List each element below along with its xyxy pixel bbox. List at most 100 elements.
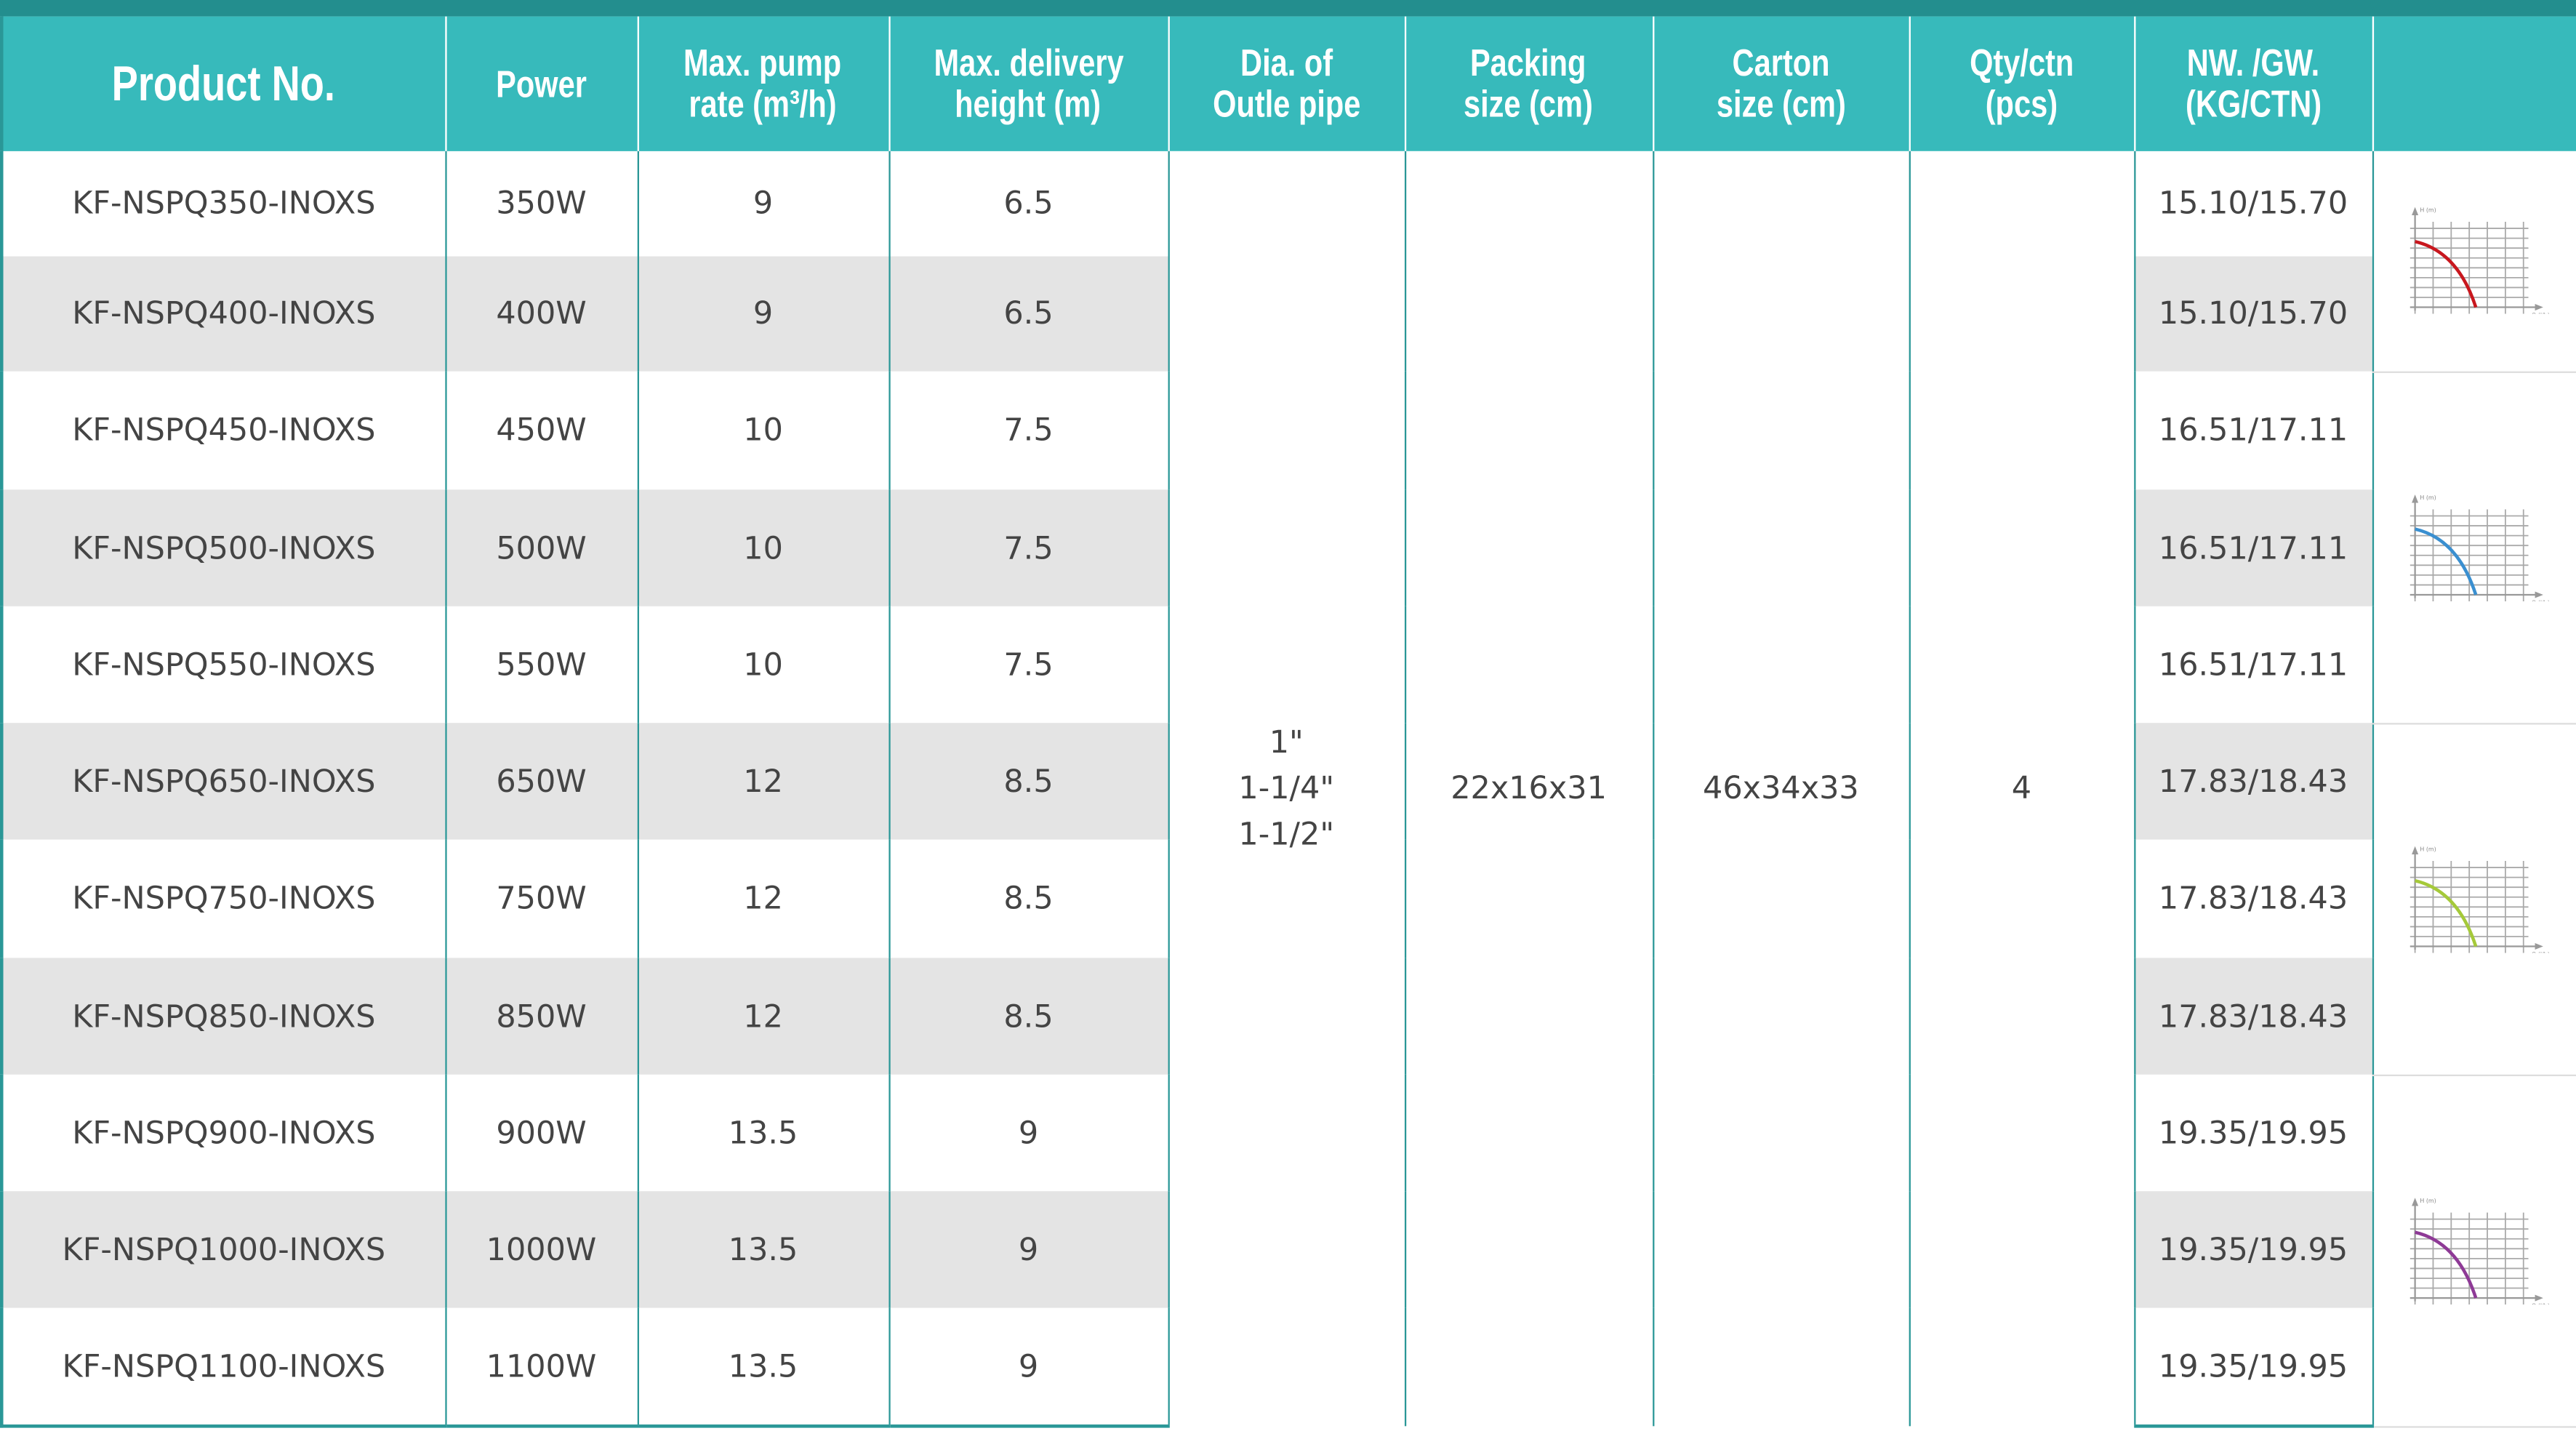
table-row: KF-NSPQ1000-INOXS 1000W 13.5 9 19.35/19.95 bbox=[0, 1191, 2576, 1308]
delivery-height-cell: 7.5 bbox=[888, 489, 1168, 606]
header-max-delivery-height: Max. delivery height (m) bbox=[888, 16, 1168, 151]
delivery-height-cell: 7.5 bbox=[888, 606, 1168, 723]
y-axis-arrow-icon bbox=[2412, 207, 2419, 216]
y-axis-arrow-icon bbox=[2412, 845, 2419, 854]
pipe-size: 1" bbox=[1269, 724, 1304, 761]
product-no-cell: KF-NSPQ500-INOXS bbox=[0, 489, 446, 606]
product-no-cell: KF-NSPQ1000-INOXS bbox=[0, 1191, 446, 1308]
product-no-cell: KF-NSPQ550-INOXS bbox=[0, 606, 446, 723]
y-axis-label: H (m) bbox=[2420, 845, 2436, 851]
header-line: height (m) bbox=[955, 81, 1102, 125]
performance-curve-chart: H (m) Q (l/h) bbox=[2410, 845, 2551, 957]
performance-curve-cell: H (m) Q (l/h) bbox=[2371, 723, 2576, 1075]
power-cell: 500W bbox=[444, 489, 638, 606]
table-row: KF-NSPQ650-INOXS 650W 12 8.5 17.83/18.43 H (m… bbox=[0, 723, 2576, 1075]
delivery-height-cell: 6.5 bbox=[888, 151, 1168, 257]
weight-cell: 16.51/17.11 bbox=[2133, 606, 2372, 723]
table-row: KF-NSPQ750-INOXS 750W 12 8.5 17.83/18.43 bbox=[0, 839, 2576, 958]
weight-cell: 19.35/19.95 bbox=[2133, 1191, 2372, 1308]
pump-rate-cell: 12 bbox=[636, 839, 889, 958]
performance-curve bbox=[2415, 1230, 2478, 1298]
table-row: KF-NSPQ350-INOXS 350W 9 6.5 1" 1-1/4" 1-1/2" 22… bbox=[0, 151, 2576, 1427]
header-line: Max. delivery bbox=[933, 41, 1124, 84]
product-no-cell: KF-NSPQ850-INOXS bbox=[0, 958, 446, 1075]
pump-rate-cell: 10 bbox=[636, 489, 889, 606]
header-qty-per-carton: Qty/ctn (pcs) bbox=[1908, 16, 2135, 151]
pump-rate-cell: 12 bbox=[636, 723, 889, 840]
header-line: NW. /GW. bbox=[2186, 41, 2320, 84]
header-line: Power bbox=[496, 61, 587, 105]
table-row: KF-NSPQ500-INOXS 500W 10 7.5 16.51/17.11 bbox=[0, 489, 2576, 606]
header-line: Product No. bbox=[112, 56, 336, 111]
header-power: Power bbox=[444, 16, 638, 151]
header-curve bbox=[2371, 16, 2576, 151]
performance-curve-cell: H (m) Q (l/h) bbox=[2371, 151, 2576, 372]
power-cell: 550W bbox=[444, 606, 638, 723]
product-no-cell: KF-NSPQ450-INOXS bbox=[0, 371, 446, 490]
delivery-height-cell: 7.5 bbox=[888, 371, 1168, 490]
x-axis-label: Q (l/h) bbox=[2532, 950, 2551, 952]
header-row: Product No. Power Max. pump rate (m³/h) Max.… bbox=[0, 16, 2576, 151]
x-axis-arrow-icon bbox=[2535, 590, 2544, 598]
header-packing-size: Packing size (cm) bbox=[1403, 16, 1653, 151]
header-line: rate (m³/h) bbox=[689, 81, 838, 125]
power-cell: 650W bbox=[444, 723, 638, 840]
performance-curve-chart: H (m) Q (l/h) bbox=[2410, 1197, 2550, 1309]
weight-cell: 19.35/19.95 bbox=[2133, 1307, 2372, 1428]
table-row: KF-NSPQ550-INOXS 550W 10 7.5 16.51/17.11 bbox=[0, 606, 2576, 723]
outlet-pipe-cell: 1" 1-1/4" 1-1/2" bbox=[1167, 151, 1405, 1427]
delivery-height-cell: 9 bbox=[888, 1074, 1168, 1192]
header-line: Outle pipe bbox=[1212, 81, 1360, 125]
table-row: KF-NSPQ400-INOXS 400W 9 6.5 15.10/15.70 bbox=[0, 256, 2576, 372]
power-cell: 1000W bbox=[444, 1191, 638, 1308]
performance-curve bbox=[2415, 878, 2478, 947]
delivery-height-cell: 9 bbox=[888, 1191, 1168, 1308]
x-axis-arrow-icon bbox=[2535, 942, 2544, 949]
pump-rate-cell: 9 bbox=[636, 256, 889, 372]
header-line: Packing bbox=[1470, 41, 1587, 84]
x-axis-arrow-icon bbox=[2535, 1294, 2544, 1301]
performance-curve bbox=[2415, 526, 2478, 595]
product-no-cell: KF-NSPQ750-INOXS bbox=[0, 839, 446, 958]
delivery-height-cell: 8.5 bbox=[888, 723, 1168, 840]
y-axis-label: H (m) bbox=[2420, 494, 2436, 500]
x-axis-label: Q (l/h) bbox=[2532, 598, 2551, 600]
header-outlet-pipe-dia: Dia. of Outle pipe bbox=[1167, 16, 1405, 151]
weight-cell: 19.35/19.95 bbox=[2133, 1074, 2372, 1192]
header-line: Qty/ctn bbox=[1969, 41, 2074, 84]
product-no-cell: KF-NSPQ1100-INOXS bbox=[0, 1307, 446, 1428]
performance-curve-cell: H (m) Q (l/h) bbox=[2371, 371, 2576, 724]
carton-size-cell: 46x34x33 bbox=[1652, 151, 1909, 1427]
pipe-size: 1-1/2" bbox=[1238, 817, 1335, 853]
delivery-height-cell: 9 bbox=[888, 1307, 1168, 1428]
weight-cell: 15.10/15.70 bbox=[2133, 151, 2372, 257]
power-cell: 350W bbox=[444, 151, 638, 257]
qty-cell: 4 bbox=[1908, 151, 2135, 1427]
delivery-height-cell: 6.5 bbox=[888, 256, 1168, 372]
y-axis-label: H (m) bbox=[2420, 1197, 2436, 1203]
header-line: Dia. of bbox=[1240, 41, 1333, 84]
performance-curve-cell: H (m) Q (l/h) bbox=[2371, 1074, 2576, 1427]
product-no-cell: KF-NSPQ400-INOXS bbox=[0, 256, 446, 372]
header-weight: NW. /GW. (KG/CTN) bbox=[2133, 16, 2372, 151]
pump-rate-cell: 9 bbox=[636, 151, 889, 257]
pipe-size: 1-1/4" bbox=[1238, 770, 1335, 807]
product-no-cell: KF-NSPQ900-INOXS bbox=[0, 1074, 446, 1192]
pump-rate-cell: 13.5 bbox=[636, 1307, 889, 1428]
pump-rate-cell: 13.5 bbox=[636, 1191, 889, 1308]
power-cell: 1100W bbox=[444, 1307, 638, 1428]
weight-cell: 17.83/18.43 bbox=[2133, 723, 2372, 840]
pump-rate-cell: 10 bbox=[636, 371, 889, 490]
x-axis-label: Q (l/h) bbox=[2532, 313, 2551, 314]
header-line: Carton bbox=[1732, 41, 1830, 84]
header-line: Max. pump bbox=[684, 41, 843, 84]
y-axis-label: H (m) bbox=[2420, 207, 2436, 214]
power-cell: 750W bbox=[444, 839, 638, 958]
power-cell: 450W bbox=[444, 371, 638, 490]
performance-curve-chart: H (m) Q (l/h) bbox=[2410, 207, 2551, 319]
performance-curve bbox=[2415, 240, 2478, 308]
weight-cell: 15.10/15.70 bbox=[2133, 256, 2372, 372]
pump-rate-cell: 10 bbox=[636, 606, 889, 723]
power-cell: 400W bbox=[444, 256, 638, 372]
